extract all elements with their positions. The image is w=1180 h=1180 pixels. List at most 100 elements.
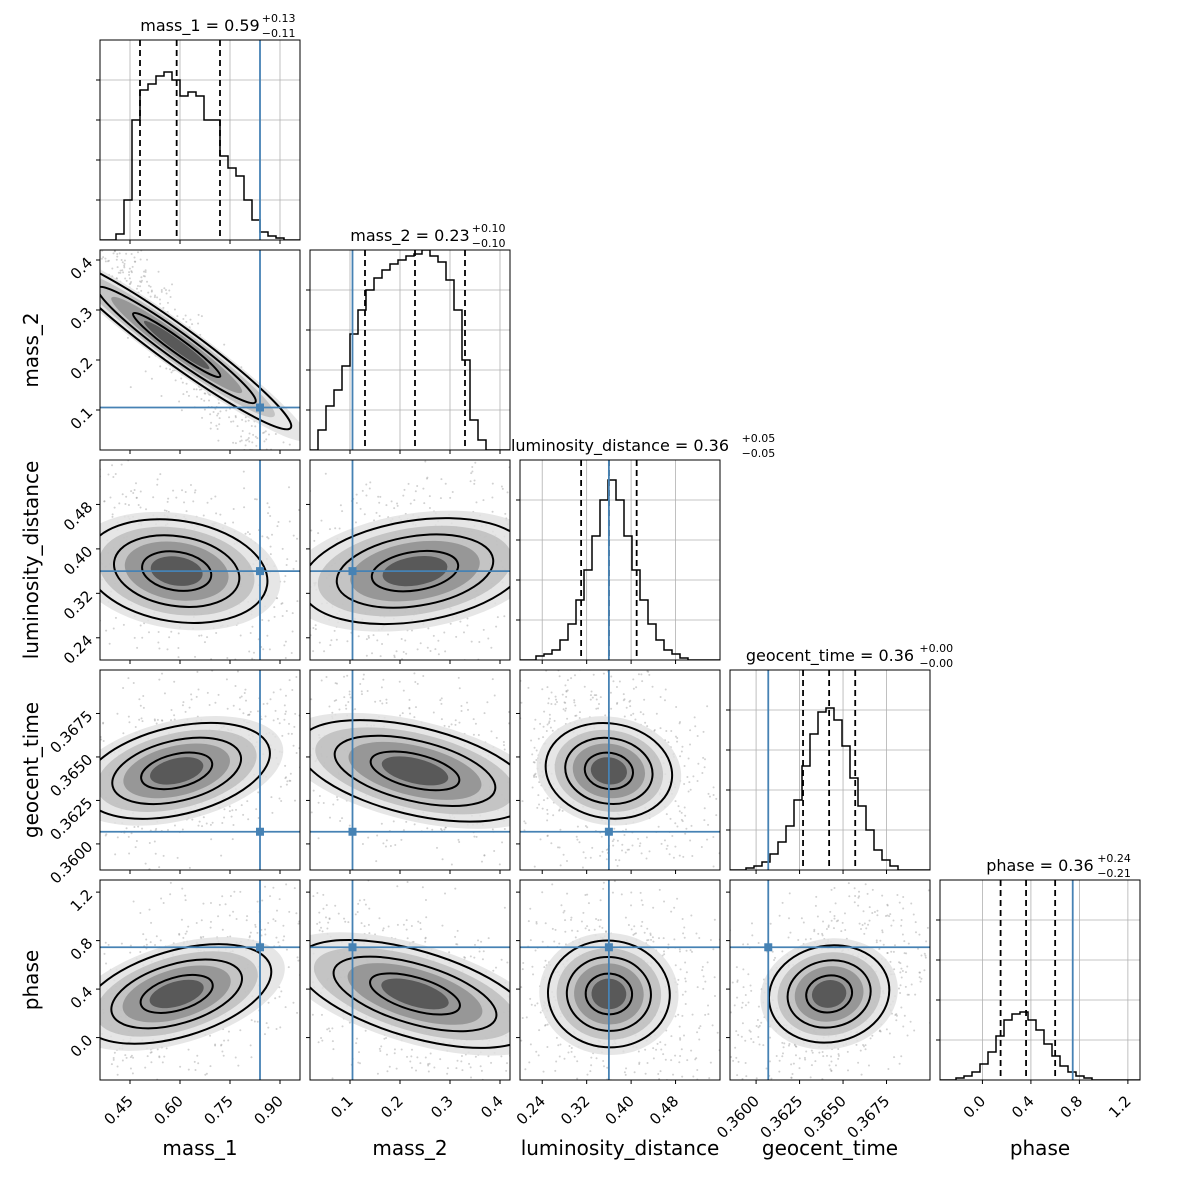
- sample-point: [60, 525, 62, 527]
- sample-point: [528, 548, 530, 550]
- sample-point: [240, 681, 242, 683]
- sample-point: [256, 718, 258, 720]
- sample-point: [618, 859, 621, 862]
- sample-point: [382, 678, 385, 681]
- sample-point: [666, 844, 669, 847]
- sample-point: [630, 714, 633, 717]
- sample-point: [294, 693, 296, 695]
- sample-point: [305, 694, 307, 696]
- sample-point: [55, 592, 57, 594]
- sample-point: [665, 730, 668, 733]
- sample-point: [425, 477, 428, 480]
- sample-point: [360, 693, 363, 696]
- sample-point: [52, 645, 54, 647]
- sample-point: [252, 641, 254, 643]
- sample-point: [527, 528, 529, 530]
- sample-point: [659, 727, 662, 730]
- sample-point: [546, 577, 548, 579]
- sample-point: [104, 234, 106, 236]
- sample-point: [684, 832, 687, 835]
- sample-point: [170, 630, 173, 633]
- sample-point: [126, 336, 129, 339]
- sample-point: [680, 811, 683, 814]
- sample-point: [39, 1044, 41, 1046]
- sample-point: [267, 693, 269, 695]
- sample-point: [486, 701, 489, 704]
- sample-point: [588, 558, 590, 560]
- sample-point: [521, 893, 523, 895]
- sample-point: [676, 740, 679, 743]
- sample-point: [281, 720, 283, 722]
- sample-point: [183, 501, 186, 504]
- sample-point: [173, 718, 176, 721]
- sample-point: [267, 471, 269, 473]
- sample-point: [549, 726, 552, 729]
- sample-point: [264, 721, 266, 723]
- sample-point: [307, 468, 309, 470]
- sample-point: [267, 452, 269, 454]
- sample-point: [573, 674, 576, 677]
- sample-point: [682, 855, 685, 858]
- sample-point: [660, 842, 663, 845]
- sample-point: [491, 678, 494, 681]
- sample-point: [424, 651, 426, 653]
- sample-point: [97, 762, 99, 764]
- sample-point: [279, 1026, 282, 1029]
- sample-point: [434, 648, 437, 651]
- sample-point: [293, 887, 296, 890]
- sample-point: [49, 205, 51, 207]
- sample-point: [671, 887, 673, 889]
- sample-point: [400, 638, 403, 641]
- sample-point: [581, 866, 584, 869]
- sample-point: [534, 594, 536, 596]
- sample-point: [269, 553, 272, 556]
- sample-point: [525, 791, 527, 793]
- title-lower-error: −0.10: [472, 237, 506, 250]
- sample-point: [679, 720, 682, 723]
- sample-point: [659, 695, 662, 698]
- sample-point: [247, 436, 250, 439]
- sample-point: [303, 618, 305, 620]
- sample-point: [315, 895, 317, 897]
- sample-point: [57, 413, 59, 415]
- sample-point: [248, 482, 250, 484]
- sample-point: [251, 441, 254, 444]
- sample-point: [323, 650, 326, 653]
- sample-point: [346, 640, 349, 643]
- sample-point: [307, 719, 309, 721]
- sample-point: [532, 523, 534, 525]
- sample-point: [566, 679, 569, 682]
- title-lower-error: −0.11: [262, 27, 296, 40]
- sample-point: [539, 599, 541, 601]
- sample-point: [76, 256, 78, 258]
- sample-point: [328, 705, 331, 708]
- sample-point: [292, 534, 295, 537]
- sample-point: [405, 820, 408, 823]
- sample-point: [55, 1073, 57, 1075]
- sample-point: [182, 695, 184, 697]
- sample-point: [320, 638, 322, 640]
- sample-point: [704, 758, 707, 761]
- sample-point: [304, 688, 306, 690]
- sample-point: [82, 199, 84, 201]
- sample-point: [495, 736, 498, 739]
- y-tick-label: 0.2: [67, 354, 97, 384]
- sample-point: [283, 704, 286, 707]
- sample-point: [301, 570, 303, 572]
- sample-point: [83, 789, 85, 791]
- sample-point: [295, 751, 298, 754]
- sample-point: [9, 815, 11, 817]
- sample-point: [139, 704, 142, 707]
- sample-point: [602, 672, 605, 675]
- sample-point: [82, 177, 84, 179]
- sample-point: [629, 705, 632, 708]
- sample-point: [416, 648, 419, 651]
- sample-point: [362, 673, 365, 676]
- sample-point: [157, 270, 160, 273]
- sample-point: [202, 816, 205, 819]
- sample-point: [612, 838, 615, 841]
- sample-point: [333, 699, 336, 702]
- sample-point: [575, 835, 578, 838]
- sample-point: [514, 605, 516, 607]
- sample-point: [282, 441, 285, 444]
